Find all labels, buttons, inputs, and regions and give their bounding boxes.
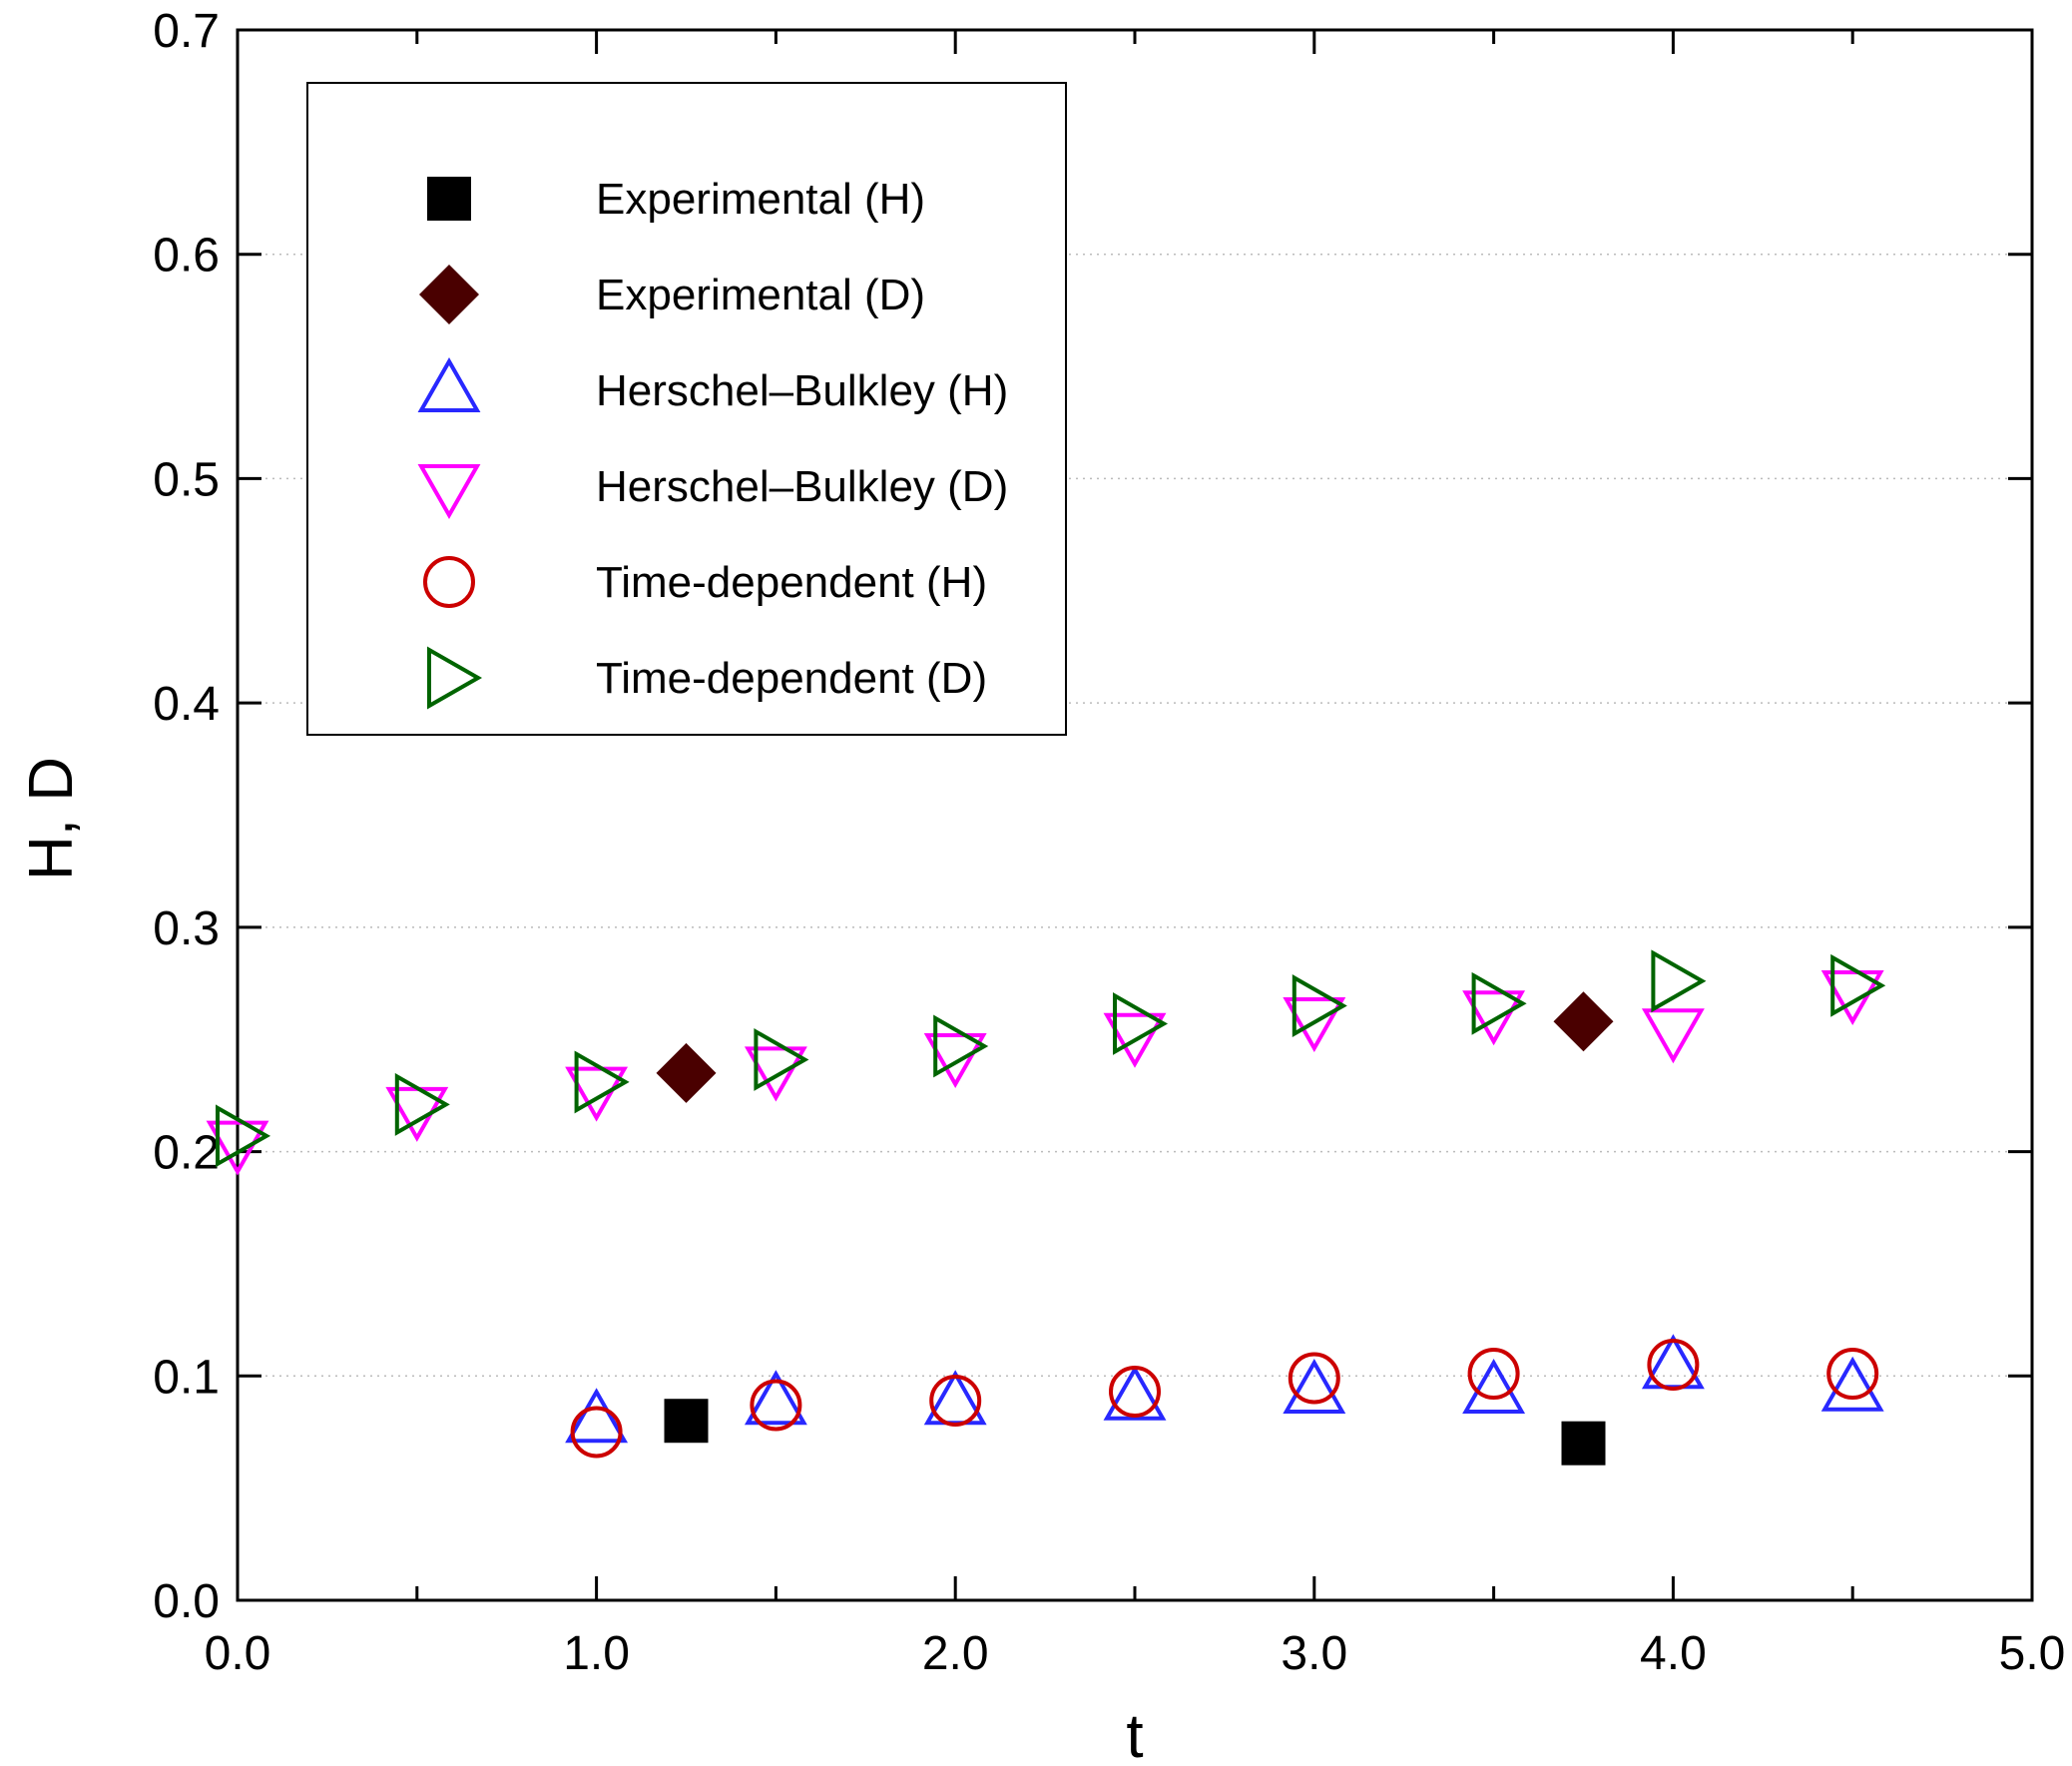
- y-tick-label: 0.5: [153, 453, 220, 506]
- legend-items: Experimental (H) Experimental (D) Herschel…: [417, 175, 1008, 710]
- data-point: [394, 1072, 450, 1136]
- y-tick-label: 0.3: [153, 902, 220, 955]
- data-point: [1113, 992, 1169, 1055]
- legend-label: Time-dependent (H): [596, 558, 987, 607]
- legend-marker: [423, 556, 475, 608]
- data-point: [1820, 1356, 1884, 1412]
- data-point: [923, 1032, 987, 1088]
- data-point: [1826, 1348, 1879, 1401]
- legend-marker: [417, 356, 481, 412]
- data-points: [206, 949, 1886, 1466]
- axis-ticks: 0.0 0.1 0.2 0.3 0.4 0.5 0.6 0.7 0.0 1.0 2.0 3.0 4.0 5…: [153, 5, 2065, 1680]
- legend-label: Experimental (D): [596, 271, 925, 319]
- data-point: [574, 1050, 630, 1114]
- legend-label: Herschel–Bulkley (H): [596, 366, 1008, 415]
- legend: Experimental (H) Experimental (D) Herschel…: [306, 82, 1067, 736]
- y-tick-label: 0.0: [153, 1575, 220, 1628]
- data-point: [1283, 1358, 1346, 1415]
- data-point: [1561, 1421, 1606, 1466]
- data-point: [933, 1014, 989, 1078]
- x-tick-label: 2.0: [922, 1627, 989, 1680]
- data-point: [1288, 1352, 1340, 1405]
- data-point: [744, 1046, 807, 1102]
- data-point: [1651, 949, 1707, 1013]
- series-5: [216, 949, 1886, 1168]
- legend-label: Herschel–Bulkley (D): [596, 462, 1008, 511]
- data-point: [1462, 1358, 1526, 1415]
- data-point: [1109, 1366, 1161, 1419]
- data-point: [1467, 1348, 1520, 1401]
- legend-marker: [417, 464, 481, 520]
- legend-marker: [419, 265, 479, 324]
- data-point: [1292, 974, 1347, 1037]
- grid-lines: [238, 253, 2032, 1378]
- y-tick-label: 0.6: [153, 230, 220, 283]
- data-point: [656, 1042, 717, 1103]
- data-point: [1553, 991, 1614, 1052]
- data-point: [929, 1375, 982, 1428]
- series-0: [664, 1399, 1606, 1466]
- legend-marker: [427, 177, 471, 221]
- data-point: [1830, 953, 1886, 1017]
- series-2: [565, 1334, 1884, 1444]
- data-point: [744, 1370, 807, 1426]
- legend-label: Time-dependent (D): [596, 654, 987, 703]
- x-tick-label: 4.0: [1640, 1627, 1707, 1680]
- data-point: [1103, 1365, 1167, 1421]
- x-axis-title: t: [1126, 1702, 1143, 1766]
- data-point: [1471, 971, 1527, 1035]
- legend-marker: [427, 646, 483, 710]
- legend-label: Experimental (H): [596, 175, 925, 224]
- series-1: [656, 991, 1614, 1103]
- x-tick-label: 3.0: [1281, 1627, 1347, 1680]
- data-point: [1103, 1012, 1167, 1068]
- data-point: [1647, 1339, 1700, 1392]
- data-point: [565, 1066, 629, 1122]
- data-point: [216, 1104, 271, 1168]
- x-tick-label: 5.0: [1999, 1627, 2066, 1680]
- data-point: [664, 1399, 709, 1444]
- x-tick-label: 0.0: [205, 1627, 271, 1680]
- series-4: [570, 1339, 1879, 1459]
- data-point: [570, 1406, 623, 1459]
- data-point: [1641, 1008, 1705, 1064]
- data-point: [1820, 970, 1884, 1026]
- series-3: [206, 970, 1884, 1176]
- y-tick-label: 0.4: [153, 678, 220, 731]
- y-tick-label: 0.2: [153, 1127, 220, 1180]
- data-point: [1462, 990, 1526, 1046]
- data-point: [1283, 996, 1346, 1053]
- data-point: [206, 1120, 269, 1176]
- data-point: [754, 1027, 809, 1091]
- x-tick-label: 1.0: [563, 1627, 630, 1680]
- y-tick-label: 0.7: [153, 5, 220, 58]
- y-axis-title: H, D: [17, 757, 86, 881]
- data-point: [565, 1388, 629, 1444]
- y-tick-label: 0.1: [153, 1351, 220, 1404]
- data-point: [750, 1379, 802, 1432]
